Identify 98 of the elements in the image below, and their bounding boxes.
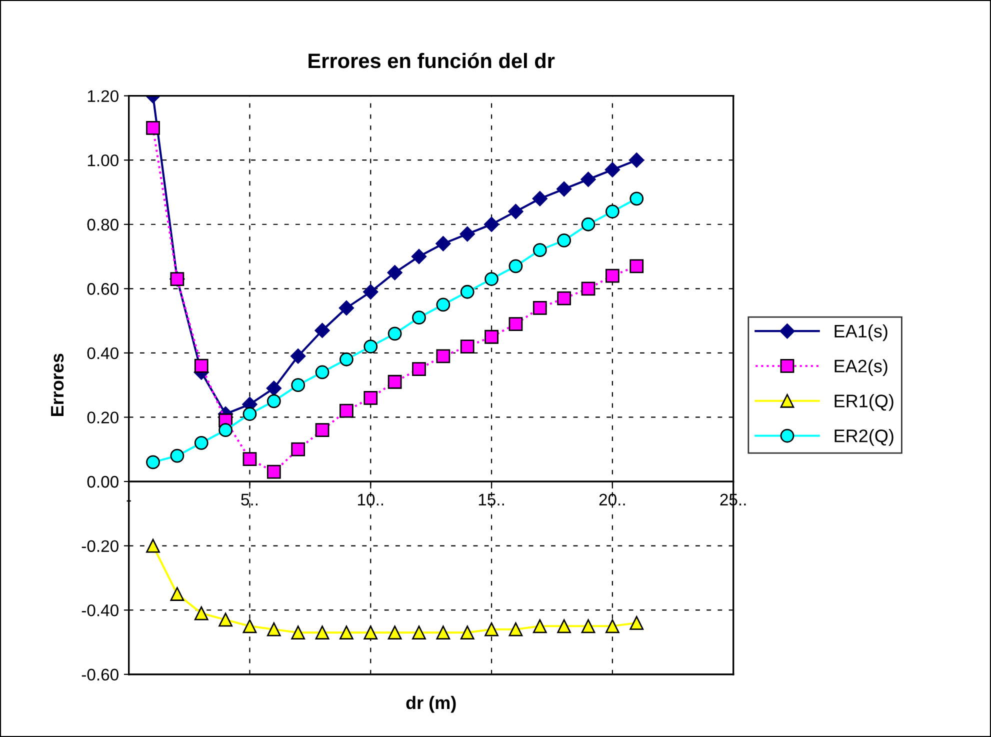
point bbox=[364, 626, 378, 640]
point bbox=[412, 310, 426, 325]
point bbox=[146, 538, 160, 553]
y-tick-label: -0.20 bbox=[82, 540, 118, 552]
point bbox=[291, 378, 306, 392]
point bbox=[557, 234, 572, 248]
y-tick-label: 1.20 bbox=[88, 90, 118, 102]
point bbox=[484, 272, 498, 286]
point bbox=[605, 268, 620, 283]
point bbox=[194, 358, 208, 373]
point bbox=[581, 619, 596, 634]
point bbox=[242, 452, 257, 466]
point bbox=[266, 622, 281, 636]
point bbox=[363, 284, 378, 300]
point bbox=[581, 217, 596, 232]
point bbox=[581, 282, 596, 296]
x-tick-label: 15.. bbox=[478, 494, 504, 506]
point bbox=[146, 121, 160, 135]
point bbox=[388, 626, 402, 640]
point bbox=[436, 236, 451, 252]
x-tick-label: 20.. bbox=[599, 494, 625, 506]
point bbox=[508, 317, 523, 331]
point bbox=[387, 265, 402, 280]
point bbox=[315, 365, 330, 380]
chart-title: Errores en función del dr bbox=[308, 52, 555, 68]
point bbox=[605, 619, 620, 634]
y-tick-label: -0.40 bbox=[82, 604, 118, 616]
point bbox=[388, 374, 402, 389]
point bbox=[605, 204, 620, 218]
point bbox=[340, 626, 354, 640]
point bbox=[290, 348, 306, 364]
point bbox=[170, 587, 184, 601]
y-tick-label: 1.00 bbox=[88, 154, 118, 166]
y-tick-label: 0.40 bbox=[87, 347, 118, 360]
point bbox=[460, 226, 475, 242]
point bbox=[436, 349, 450, 364]
point bbox=[630, 259, 644, 274]
point bbox=[315, 626, 330, 640]
point bbox=[194, 436, 208, 450]
legend-label: ER1(Q) bbox=[834, 394, 894, 411]
point bbox=[508, 204, 524, 220]
point bbox=[630, 616, 644, 630]
point bbox=[557, 619, 572, 634]
y-tick-label: 0.80 bbox=[87, 218, 118, 231]
point bbox=[218, 612, 232, 627]
point bbox=[291, 442, 306, 456]
point bbox=[411, 248, 427, 264]
point bbox=[508, 622, 523, 636]
point bbox=[364, 340, 378, 354]
point bbox=[218, 423, 232, 438]
point bbox=[340, 404, 354, 418]
point bbox=[194, 606, 208, 620]
point bbox=[436, 298, 450, 312]
point bbox=[532, 301, 547, 315]
point bbox=[291, 626, 306, 640]
point bbox=[364, 390, 378, 405]
legend-label: ER2(Q) bbox=[834, 428, 894, 446]
point bbox=[146, 455, 160, 470]
point bbox=[412, 626, 426, 640]
legend-label: EA2(s) bbox=[834, 359, 888, 376]
x-tick-label: 5.. bbox=[241, 494, 258, 506]
x-axis-title: dr (m) bbox=[406, 696, 456, 713]
point bbox=[266, 394, 281, 408]
point bbox=[266, 380, 282, 396]
point bbox=[242, 407, 257, 421]
point bbox=[242, 619, 257, 634]
point bbox=[508, 259, 523, 274]
legend-label: EA1(s) bbox=[834, 324, 888, 342]
point bbox=[460, 284, 474, 299]
point bbox=[460, 626, 474, 640]
point bbox=[484, 622, 498, 636]
y-tick-label: 0.00 bbox=[87, 476, 118, 488]
point bbox=[314, 322, 330, 338]
point bbox=[484, 330, 498, 344]
point bbox=[412, 362, 426, 376]
point bbox=[338, 300, 354, 316]
point bbox=[580, 172, 596, 187]
point bbox=[604, 162, 620, 178]
point bbox=[630, 192, 644, 206]
point bbox=[340, 352, 354, 366]
point bbox=[170, 448, 184, 463]
point bbox=[532, 191, 548, 206]
y-tick-label: -0.60 bbox=[82, 668, 118, 681]
point bbox=[532, 619, 547, 634]
point bbox=[266, 464, 281, 479]
y-tick-label: 0.20 bbox=[87, 412, 118, 424]
point bbox=[388, 326, 402, 341]
y-axis-title: Errores bbox=[51, 354, 64, 416]
x-tick-label: 10.. bbox=[358, 494, 384, 506]
point bbox=[484, 216, 500, 232]
point bbox=[557, 291, 572, 306]
point bbox=[629, 152, 644, 168]
point bbox=[532, 243, 547, 258]
y-tick-label: 0.60 bbox=[87, 283, 118, 295]
point bbox=[315, 423, 330, 438]
point bbox=[436, 626, 450, 640]
point bbox=[556, 181, 572, 197]
point bbox=[460, 340, 474, 354]
